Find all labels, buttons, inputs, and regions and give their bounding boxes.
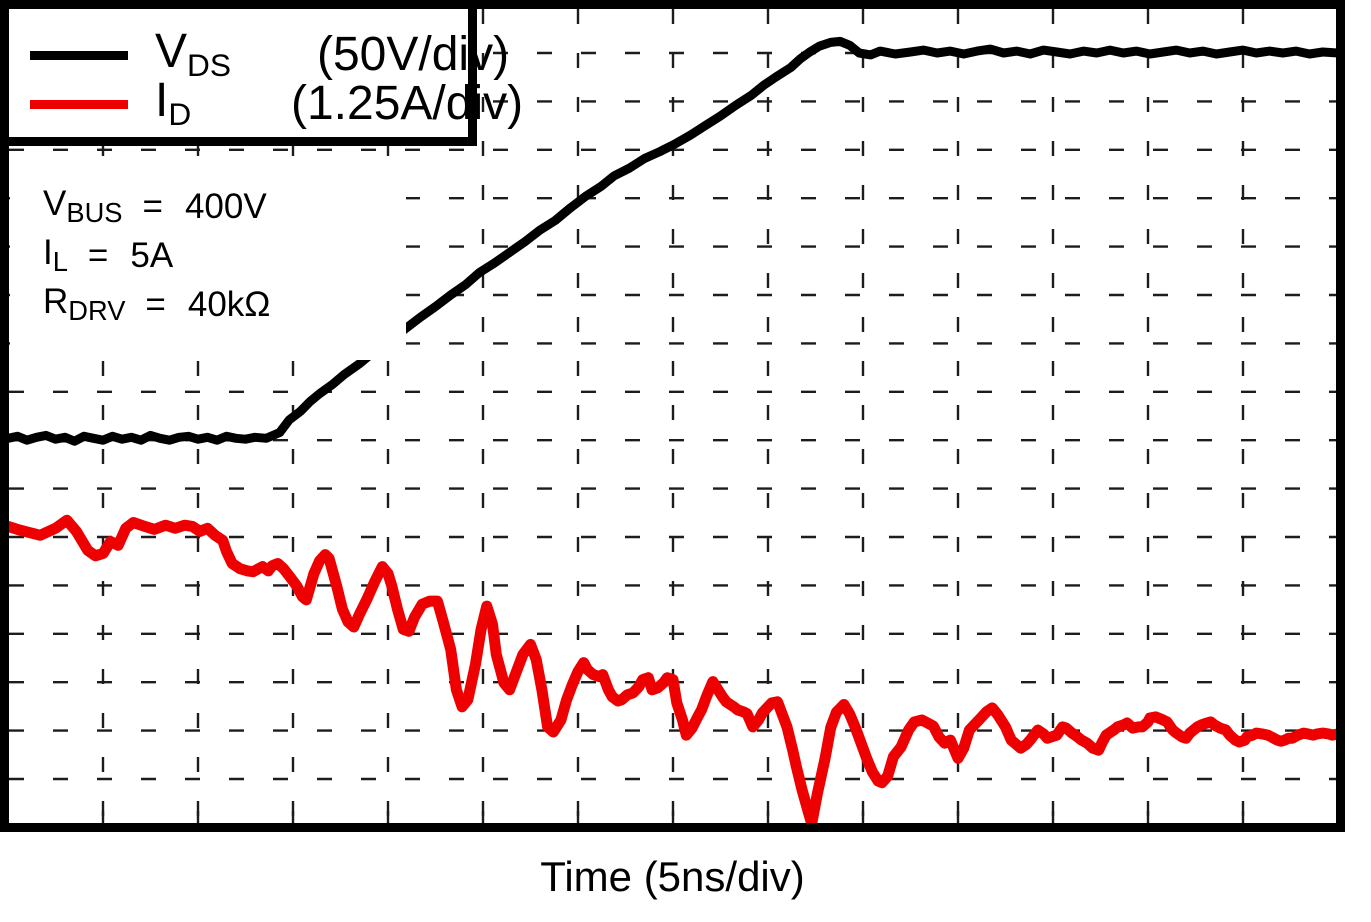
legend-item-vds: VDS (50V/div) <box>30 28 510 82</box>
vds-symbol: VDS <box>155 28 317 82</box>
vds-scale-label: (50V/div) <box>317 28 510 81</box>
vds-symbol-sub: DS <box>187 47 232 84</box>
il-value: 5A <box>130 236 174 275</box>
id-line-swatch <box>30 99 128 109</box>
condition-rdrv: RDRV = 40kΩ <box>43 280 406 329</box>
vbus-value: 400V <box>184 187 267 226</box>
vds-line-swatch <box>30 50 128 60</box>
rdrv-symbol: RDRV <box>43 282 126 327</box>
equals-sign: = <box>142 187 163 226</box>
id-scale-label: (1.25A/div) <box>291 77 524 130</box>
il-symbol: IL <box>43 233 68 278</box>
legend-box: VDS (50V/div) ID (1.25A/div) <box>0 0 523 146</box>
id-symbol-sub: D <box>168 96 192 133</box>
condition-il: IL = 5A <box>43 231 406 280</box>
equals-sign: = <box>87 236 109 275</box>
equals-sign: = <box>145 285 166 324</box>
id-symbol: ID <box>155 77 291 131</box>
id-symbol-base: I <box>155 74 169 128</box>
condition-vbus: VBUS = 400V <box>43 182 406 231</box>
test-conditions: VBUS = 400V IL = 5A RDRV = 40kΩ <box>10 174 406 360</box>
vbus-symbol: VBUS <box>43 184 123 229</box>
legend-item-id: ID (1.25A/div) <box>30 77 524 131</box>
rdrv-value: 40kΩ <box>187 285 271 324</box>
vds-symbol-base: V <box>155 25 188 79</box>
x-axis-label: Time (5ns/div) <box>540 853 805 900</box>
